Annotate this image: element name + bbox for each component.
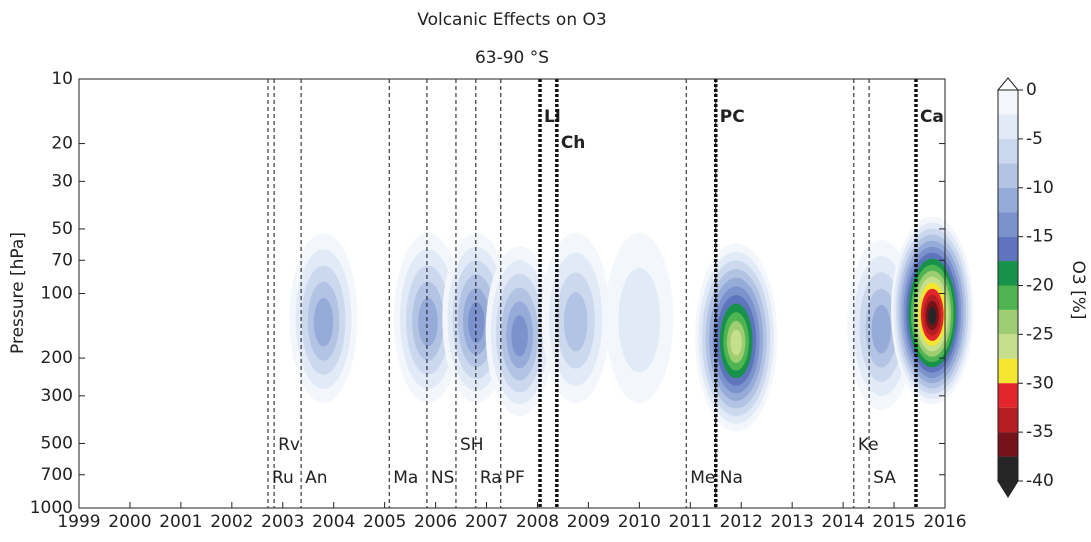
- y-tick-label: 70: [51, 250, 73, 270]
- colorbar-band: [998, 187, 1018, 213]
- contour-band: [730, 329, 742, 356]
- colorbar-band: [998, 285, 1018, 310]
- y-tick-label: 200: [41, 348, 73, 368]
- y-tick-label: 300: [41, 386, 73, 406]
- y-tick-label: 20: [51, 134, 73, 154]
- x-tick-label: 2016: [923, 512, 966, 532]
- colorbar-band: [998, 432, 1018, 457]
- event-label: Na: [720, 468, 743, 488]
- event-label: PF: [505, 468, 525, 488]
- event-label: Ru: [272, 468, 294, 488]
- colorbar-tick-label: -40: [1026, 471, 1054, 491]
- event-label: Ca: [920, 107, 944, 127]
- x-tick-label: 2003: [261, 512, 304, 532]
- event-label: SA: [873, 468, 896, 488]
- event-label: An: [305, 468, 327, 488]
- x-tick-label: 2007: [465, 512, 508, 532]
- colorbar-band: [998, 383, 1018, 408]
- x-tick-label: 2000: [108, 512, 151, 532]
- contour-band: [618, 267, 661, 373]
- colorbar-cap: [997, 480, 1019, 498]
- x-tick-label: 2010: [618, 512, 661, 532]
- y-tick-label: 700: [41, 465, 73, 485]
- colorbar-band: [998, 90, 1018, 115]
- x-tick-label: 2015: [872, 512, 915, 532]
- colorbar-band: [998, 163, 1018, 188]
- chart-subtitle: 63-90 °S: [475, 48, 549, 68]
- x-tick-label: 1999: [57, 512, 100, 532]
- colorbar-band: [998, 138, 1018, 164]
- event-label: Me: [690, 468, 715, 488]
- x-tick-label: 2012: [720, 512, 763, 532]
- contour-band: [511, 315, 528, 357]
- y-tick-label: 1000: [30, 498, 73, 518]
- colorbar-band: [998, 456, 1018, 481]
- colorbar-band: [998, 358, 1018, 384]
- event-label: Rv: [278, 435, 300, 455]
- event-label: Ra: [480, 468, 502, 488]
- colorbar-tick-label: -5: [1026, 129, 1043, 149]
- event-label: SH: [460, 435, 484, 455]
- contour-band: [468, 301, 485, 344]
- colorbar-tick-label: -35: [1026, 422, 1054, 442]
- colorbar-tick-label: -25: [1026, 324, 1054, 344]
- event-label: Ma: [393, 468, 418, 488]
- colorbar-cap: [996, 77, 1020, 91]
- y-tick-label: 10: [51, 69, 73, 89]
- contour-band: [313, 297, 334, 347]
- colorbar-tick-label: -15: [1026, 227, 1054, 247]
- contour-band: [563, 292, 588, 352]
- y-tick-label: 100: [41, 284, 73, 304]
- colorbar-tick-label: -20: [1026, 276, 1054, 296]
- colorbar-band: [998, 334, 1018, 359]
- colorbar-label: O3 [%]: [1068, 260, 1088, 319]
- x-tick-label: 2008: [516, 512, 559, 532]
- y-axis-label: Pressure [hPa]: [8, 232, 28, 354]
- x-tick-label: 2004: [312, 512, 355, 532]
- colorbar-tick-label: 0: [1026, 80, 1037, 100]
- event-label: Ch: [561, 133, 586, 153]
- contour-band: [418, 297, 438, 347]
- colorbar-band: [998, 236, 1018, 262]
- colorbar-band: [998, 114, 1018, 139]
- colorbar-band: [998, 407, 1018, 433]
- y-tick-label: 500: [41, 433, 73, 453]
- x-tick-label: 2014: [821, 512, 864, 532]
- x-tick-label: 2005: [363, 512, 406, 532]
- contour-band: [871, 304, 892, 354]
- chart-title: Volcanic Effects on O3: [417, 10, 606, 30]
- colorbar-band: [998, 309, 1018, 335]
- x-tick-label: 2013: [771, 512, 814, 532]
- colorbar-band: [998, 212, 1018, 237]
- y-tick-label: 50: [51, 219, 73, 239]
- x-tick-label: 2009: [567, 512, 610, 532]
- x-tick-label: 2006: [414, 512, 457, 532]
- y-tick-label: 30: [51, 171, 73, 191]
- x-tick-label: 2002: [210, 512, 253, 532]
- event-label: PC: [720, 107, 745, 127]
- colorbar-tick-label: -10: [1026, 178, 1054, 198]
- event-label: NS: [431, 468, 455, 488]
- x-tick-label: 2011: [669, 512, 712, 532]
- colorbar-band: [998, 261, 1018, 286]
- colorbar-tick-label: -30: [1026, 373, 1054, 393]
- x-tick-label: 2001: [159, 512, 202, 532]
- contour-band: [928, 306, 937, 325]
- event-label: Ke: [858, 435, 879, 455]
